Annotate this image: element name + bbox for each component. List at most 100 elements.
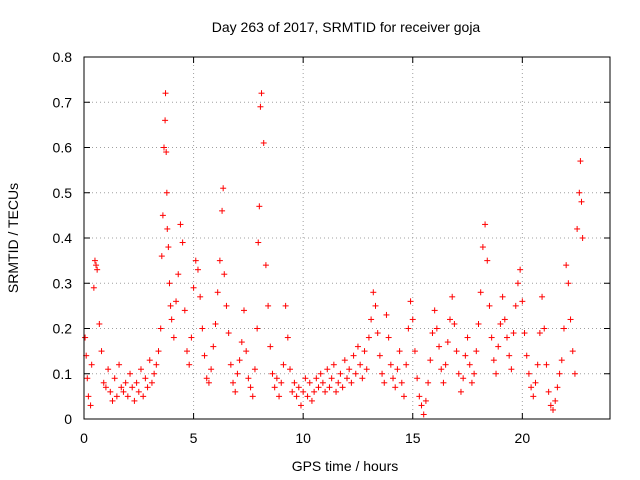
data-point bbox=[133, 379, 140, 386]
data-point bbox=[148, 379, 155, 386]
data-point bbox=[234, 370, 241, 377]
data-point bbox=[308, 397, 315, 404]
data-point bbox=[344, 375, 350, 382]
data-point bbox=[420, 411, 427, 418]
y-tick-label: 0.2 bbox=[53, 321, 73, 337]
data-point bbox=[223, 302, 230, 309]
data-point bbox=[260, 139, 267, 146]
data-point bbox=[376, 352, 383, 359]
data-point bbox=[532, 379, 539, 386]
data-point bbox=[431, 307, 438, 314]
data-point bbox=[346, 366, 353, 373]
data-point bbox=[372, 302, 379, 309]
data-points bbox=[82, 90, 586, 418]
data-point bbox=[427, 357, 434, 364]
data-point bbox=[330, 361, 337, 368]
data-point bbox=[116, 361, 123, 368]
data-point bbox=[536, 330, 543, 337]
data-point bbox=[258, 90, 265, 97]
data-point bbox=[107, 388, 114, 395]
data-point bbox=[168, 316, 175, 323]
data-point bbox=[576, 189, 583, 196]
data-point bbox=[510, 330, 517, 337]
y-tick-label: 0.3 bbox=[53, 275, 73, 291]
data-point bbox=[267, 343, 274, 350]
data-point bbox=[370, 289, 377, 296]
data-point bbox=[271, 384, 278, 391]
data-point bbox=[556, 370, 563, 377]
data-point bbox=[337, 370, 344, 377]
data-point bbox=[466, 361, 473, 368]
data-point bbox=[311, 388, 318, 395]
data-point bbox=[98, 348, 105, 355]
data-point bbox=[438, 366, 445, 373]
data-point bbox=[414, 375, 421, 382]
data-point bbox=[127, 370, 134, 377]
data-point bbox=[118, 384, 125, 391]
data-point bbox=[455, 370, 462, 377]
data-point bbox=[256, 203, 263, 210]
data-point bbox=[96, 320, 103, 327]
data-point bbox=[352, 370, 359, 377]
data-point bbox=[482, 221, 489, 228]
data-point bbox=[567, 316, 574, 323]
data-point bbox=[490, 357, 497, 364]
data-point bbox=[144, 384, 151, 391]
data-point bbox=[541, 325, 548, 332]
data-point bbox=[350, 352, 357, 359]
data-point bbox=[158, 253, 165, 260]
data-point bbox=[249, 393, 256, 400]
data-point bbox=[411, 348, 418, 355]
data-point bbox=[534, 361, 541, 368]
data-point bbox=[124, 393, 131, 400]
data-point bbox=[225, 330, 232, 337]
data-point bbox=[379, 370, 386, 377]
data-point bbox=[306, 379, 313, 386]
data-point bbox=[137, 366, 144, 373]
data-point bbox=[155, 348, 162, 355]
data-point bbox=[162, 90, 169, 97]
x-axis-ticks: 0 5 10 15 20 bbox=[80, 57, 530, 446]
data-point bbox=[284, 334, 291, 341]
data-point bbox=[278, 379, 285, 386]
x-tick-label: 15 bbox=[405, 430, 421, 446]
data-point bbox=[503, 334, 510, 341]
data-point bbox=[295, 384, 302, 391]
data-point bbox=[497, 320, 504, 327]
data-point bbox=[85, 393, 92, 400]
data-point bbox=[208, 366, 215, 373]
y-tick-label: 0.7 bbox=[53, 94, 73, 110]
data-point bbox=[88, 361, 95, 368]
data-point bbox=[197, 293, 204, 300]
data-point bbox=[477, 289, 484, 296]
data-point bbox=[547, 402, 554, 409]
data-point bbox=[93, 262, 100, 269]
data-point bbox=[451, 320, 458, 327]
x-tick-label: 0 bbox=[80, 430, 88, 446]
data-point bbox=[348, 379, 355, 386]
data-point bbox=[243, 348, 250, 355]
data-point bbox=[374, 330, 381, 337]
data-point bbox=[273, 375, 280, 382]
data-point bbox=[146, 357, 153, 364]
data-point bbox=[140, 393, 147, 400]
data-point bbox=[131, 397, 138, 404]
data-point bbox=[530, 393, 537, 400]
data-point bbox=[163, 149, 170, 156]
x-tick-label: 20 bbox=[515, 430, 531, 446]
data-point bbox=[315, 384, 322, 391]
data-point bbox=[255, 239, 262, 246]
data-point bbox=[577, 158, 584, 165]
data-point bbox=[262, 262, 269, 269]
data-point bbox=[245, 375, 252, 382]
data-point bbox=[304, 393, 311, 400]
data-point bbox=[361, 348, 368, 355]
data-point bbox=[219, 207, 226, 214]
data-point bbox=[484, 257, 491, 264]
data-point bbox=[433, 325, 440, 332]
data-point bbox=[405, 325, 412, 332]
data-point bbox=[400, 393, 407, 400]
y-tick-label: 0.1 bbox=[53, 366, 73, 382]
data-point bbox=[471, 370, 478, 377]
